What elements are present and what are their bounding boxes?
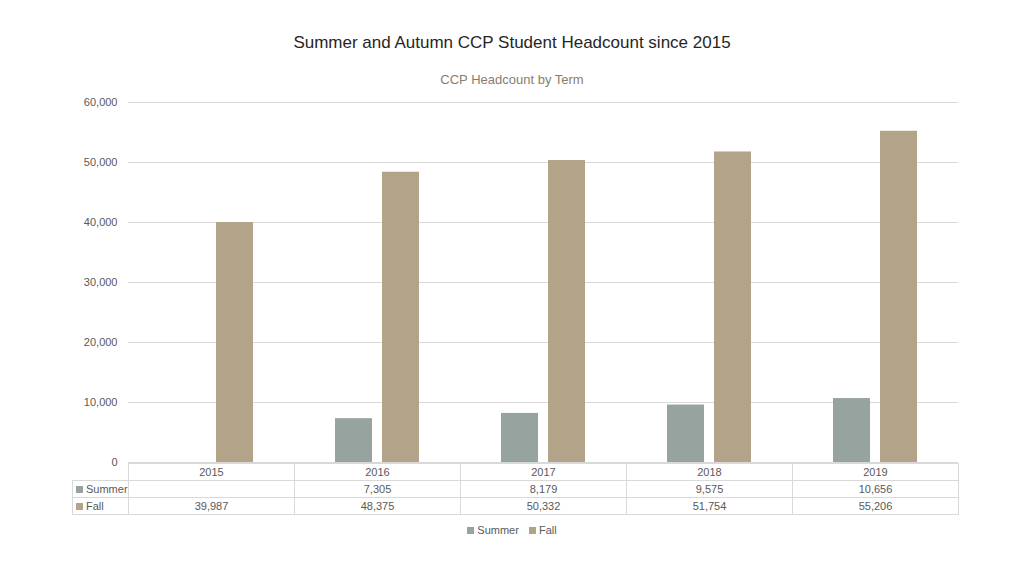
html-text:CCP Headcount by Term: CCP Headcount by Term bbox=[440, 72, 584, 87]
html-text:8,179: 8,179 bbox=[529, 483, 558, 495]
svg-text:10,000: 10,000 bbox=[84, 396, 118, 408]
svg-text:40,000: 40,000 bbox=[84, 216, 118, 228]
svg-text:30,000: 30,000 bbox=[84, 276, 118, 288]
html-text:50,332: 50,332 bbox=[526, 500, 561, 512]
svg-text:60,000: 60,000 bbox=[84, 96, 118, 108]
html-text:Summer: Summer bbox=[86, 483, 128, 495]
html-text:39,987: 39,987 bbox=[194, 500, 229, 512]
html-text:51,754: 51,754 bbox=[692, 500, 727, 512]
html-text:2015: 2015 bbox=[199, 466, 224, 478]
html-text:2016: 2016 bbox=[365, 466, 390, 478]
html-text:2017: 2017 bbox=[531, 466, 556, 478]
html-text:55,206: 55,206 bbox=[858, 500, 893, 512]
html-text:2018: 2018 bbox=[697, 466, 722, 478]
html-text:48,375: 48,375 bbox=[360, 500, 395, 512]
html-text:2019: 2019 bbox=[863, 466, 888, 478]
svg-text:50,000: 50,000 bbox=[84, 156, 118, 168]
svg-text:0: 0 bbox=[111, 456, 117, 468]
html-text:Summer: Summer bbox=[477, 524, 519, 536]
html-text:7,305: 7,305 bbox=[363, 483, 392, 495]
html-text:9,575: 9,575 bbox=[695, 483, 724, 495]
html-text:Fall: Fall bbox=[538, 524, 557, 536]
html-text:10,656: 10,656 bbox=[858, 483, 893, 495]
svg-text:20,000: 20,000 bbox=[84, 336, 118, 348]
html-text:Summer and Autumn CCP Student: Summer and Autumn CCP Student Headcount … bbox=[293, 33, 731, 52]
html-text:Fall: Fall bbox=[86, 500, 104, 512]
